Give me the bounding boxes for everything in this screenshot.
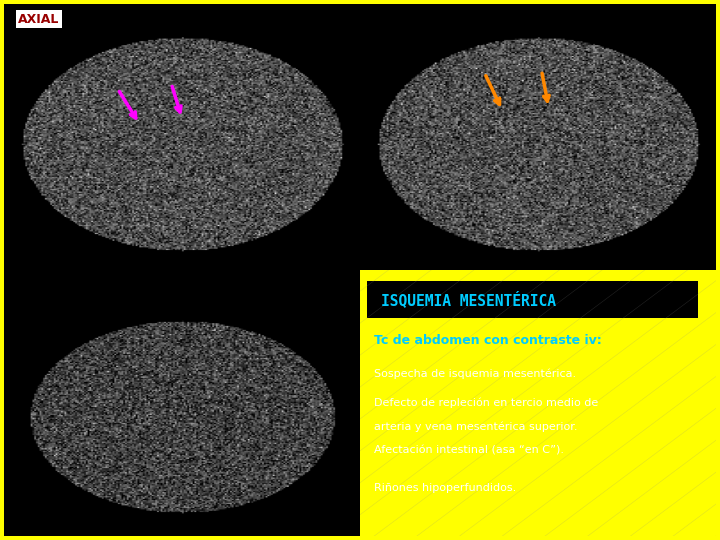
Text: Afectación intestinal (asa “en C”).: Afectación intestinal (asa “en C”). <box>374 446 564 456</box>
Bar <box>367 281 698 318</box>
Text: Tc de abdomen con contraste iv:: Tc de abdomen con contraste iv: <box>374 334 602 347</box>
Text: Defecto de repleción en tercio medio de: Defecto de repleción en tercio medio de <box>374 397 598 408</box>
Text: Sospecha de isquemia mesentérica.: Sospecha de isquemia mesentérica. <box>374 368 577 379</box>
Text: AXIAL: AXIAL <box>18 12 60 25</box>
Text: Riñones hipoperfundidos.: Riñones hipoperfundidos. <box>374 483 516 493</box>
Text: arteria y vena mesentérica superior.: arteria y vena mesentérica superior. <box>374 422 577 432</box>
Text: ISQUEMIA MESENTÉRICA: ISQUEMIA MESENTÉRICA <box>382 291 557 308</box>
